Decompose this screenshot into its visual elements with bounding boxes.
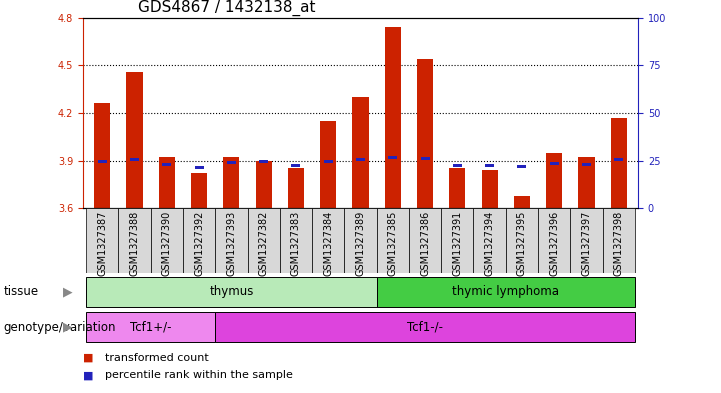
- Bar: [86, 312, 216, 342]
- Text: GSM1327395: GSM1327395: [517, 211, 527, 276]
- Text: ▶: ▶: [63, 321, 72, 334]
- Text: genotype/variation: genotype/variation: [4, 321, 116, 334]
- Text: GSM1327382: GSM1327382: [259, 211, 269, 276]
- Bar: [191, 173, 207, 208]
- Bar: [94, 103, 110, 208]
- Text: transformed count: transformed count: [105, 353, 208, 363]
- Bar: [324, 160, 332, 163]
- Text: GSM1327383: GSM1327383: [291, 211, 301, 276]
- Bar: [449, 168, 465, 208]
- Text: Tcf1+/-: Tcf1+/-: [130, 321, 172, 334]
- Text: GSM1327387: GSM1327387: [97, 211, 107, 276]
- Bar: [280, 208, 312, 273]
- Bar: [518, 165, 526, 168]
- Bar: [441, 208, 474, 273]
- Bar: [578, 158, 595, 208]
- Bar: [151, 208, 183, 273]
- Bar: [474, 208, 505, 273]
- Bar: [611, 118, 627, 208]
- Text: GSM1327398: GSM1327398: [614, 211, 624, 276]
- Bar: [320, 121, 336, 208]
- Bar: [130, 158, 139, 161]
- Text: thymic lymphoma: thymic lymphoma: [452, 285, 559, 298]
- Bar: [162, 163, 172, 166]
- Text: GSM1327394: GSM1327394: [485, 211, 495, 276]
- Bar: [159, 158, 175, 208]
- Text: tissue: tissue: [4, 285, 39, 298]
- Text: Tcf1-/-: Tcf1-/-: [407, 321, 443, 334]
- Bar: [376, 277, 635, 307]
- Bar: [376, 208, 409, 273]
- Text: GSM1327385: GSM1327385: [388, 211, 398, 276]
- Text: GSM1327393: GSM1327393: [226, 211, 236, 276]
- Bar: [256, 161, 272, 208]
- Bar: [570, 208, 603, 273]
- Bar: [417, 59, 433, 208]
- Bar: [388, 156, 397, 159]
- Bar: [385, 27, 401, 208]
- Bar: [288, 168, 304, 208]
- Bar: [312, 208, 345, 273]
- Bar: [224, 158, 239, 208]
- Bar: [247, 208, 280, 273]
- Text: GSM1327397: GSM1327397: [581, 211, 591, 276]
- Bar: [98, 160, 107, 163]
- Text: GSM1327392: GSM1327392: [194, 211, 204, 276]
- Bar: [603, 208, 635, 273]
- Bar: [259, 160, 268, 163]
- Bar: [353, 97, 368, 208]
- Bar: [409, 208, 441, 273]
- Text: ■: ■: [83, 370, 94, 380]
- Bar: [216, 312, 635, 342]
- Bar: [356, 158, 365, 161]
- Text: percentile rank within the sample: percentile rank within the sample: [105, 370, 293, 380]
- Text: GSM1327391: GSM1327391: [452, 211, 462, 276]
- Bar: [420, 158, 430, 160]
- Bar: [291, 164, 301, 167]
- Text: GSM1327386: GSM1327386: [420, 211, 430, 276]
- Bar: [345, 208, 376, 273]
- Text: GSM1327388: GSM1327388: [130, 211, 140, 276]
- Bar: [195, 166, 203, 169]
- Text: ▶: ▶: [63, 285, 72, 298]
- Bar: [453, 164, 462, 167]
- Bar: [183, 208, 216, 273]
- Bar: [505, 208, 538, 273]
- Bar: [86, 208, 118, 273]
- Text: GSM1327390: GSM1327390: [162, 211, 172, 276]
- Bar: [126, 72, 143, 208]
- Bar: [514, 196, 530, 208]
- Bar: [118, 208, 151, 273]
- Text: ■: ■: [83, 353, 94, 363]
- Bar: [485, 164, 494, 167]
- Bar: [582, 163, 591, 166]
- Bar: [227, 162, 236, 164]
- Text: thymus: thymus: [209, 285, 254, 298]
- Bar: [546, 153, 562, 208]
- Text: GSM1327384: GSM1327384: [323, 211, 333, 276]
- Bar: [86, 277, 376, 307]
- Text: GDS4867 / 1432138_at: GDS4867 / 1432138_at: [138, 0, 316, 17]
- Bar: [614, 158, 623, 161]
- Text: GSM1327396: GSM1327396: [549, 211, 559, 276]
- Bar: [216, 208, 247, 273]
- Bar: [538, 208, 570, 273]
- Text: GSM1327389: GSM1327389: [355, 211, 366, 276]
- Bar: [549, 162, 559, 165]
- Bar: [482, 170, 497, 208]
